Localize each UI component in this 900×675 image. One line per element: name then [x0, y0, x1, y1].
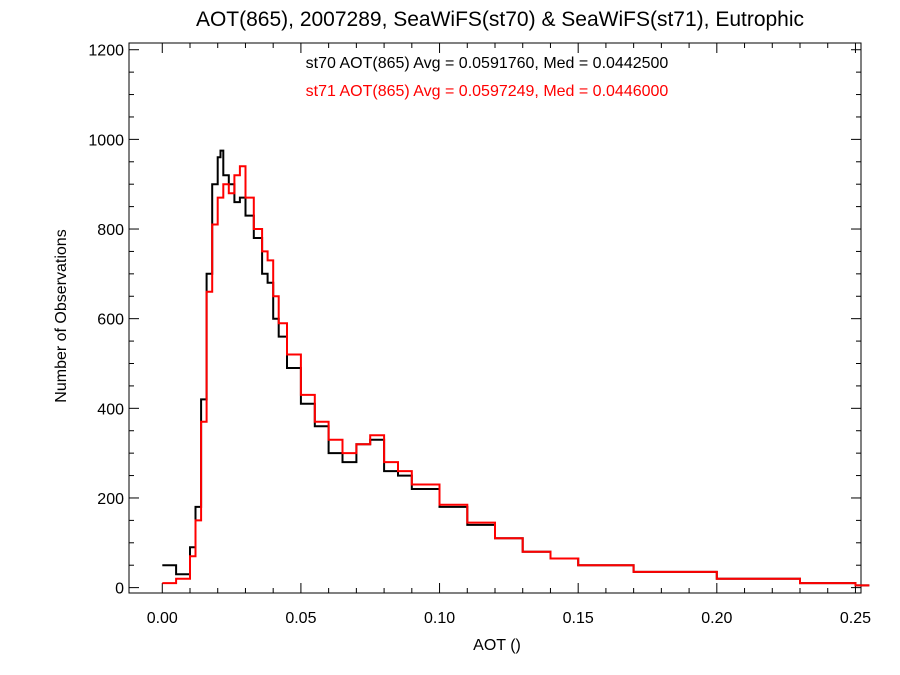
plot-frame [128, 42, 862, 594]
series-line-st70 [162, 149, 870, 587]
y-tick-label: 600 [97, 312, 124, 329]
y-tick-label: 1000 [88, 132, 124, 149]
y-tick-label: 400 [97, 401, 124, 418]
x-tick-label: 0.10 [424, 610, 455, 627]
y-tick-label: 800 [97, 222, 124, 239]
x-tick-label: 0.15 [563, 610, 594, 627]
y-tick-label: 0 [115, 581, 124, 598]
x-tick-label: 0.20 [701, 610, 732, 627]
y-tick-label: 1200 [88, 43, 124, 60]
y-axis: 0 200 400 600 800 1000 1200 [88, 43, 861, 598]
x-tick-label: 0.25 [840, 610, 871, 627]
x-axis-label: AOT () [473, 637, 521, 654]
y-tick-label: 200 [97, 491, 124, 508]
x-tick-label: 0.00 [147, 610, 178, 627]
y-axis-label: Number of Observations [53, 229, 70, 402]
x-axis: 0.00 0.05 0.10 0.15 0.20 0.25 [147, 43, 871, 627]
annotation-st71: st71 AOT(865) Avg = 0.0597249, Med = 0.0… [306, 83, 669, 100]
chart-title: AOT(865), 2007289, SeaWiFS(st70) & SeaWi… [196, 8, 804, 31]
series-layer [162, 149, 870, 587]
x-tick-label: 0.05 [285, 610, 316, 627]
series-line-st71 [162, 165, 870, 587]
annotation-st70: st70 AOT(865) Avg = 0.0591760, Med = 0.0… [306, 55, 669, 72]
